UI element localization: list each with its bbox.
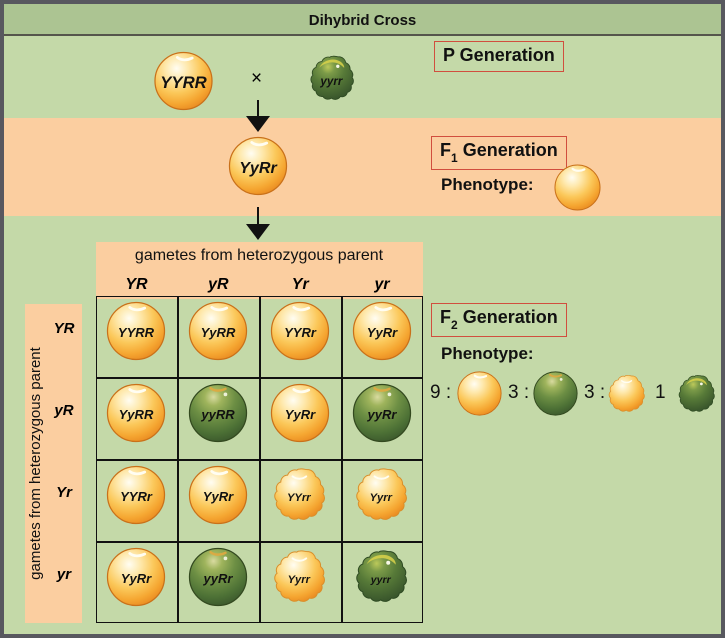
svg-text:YYrr: YYrr (287, 492, 311, 504)
svg-text:YyRR: YyRR (119, 407, 154, 422)
svg-text:YyRr: YyRr (203, 489, 234, 504)
svg-text:yyRr: yyRr (367, 407, 398, 422)
svg-text:yyRr: yyRr (203, 571, 234, 586)
svg-text:yyrr: yyrr (319, 75, 344, 88)
svg-text:YYRR: YYRR (160, 73, 207, 92)
svg-text:Yyrr: Yyrr (370, 492, 393, 504)
svg-text:YyRr: YyRr (285, 407, 316, 422)
svg-text:YyRr: YyRr (239, 159, 277, 177)
svg-text:YYRR: YYRR (118, 325, 155, 340)
svg-text:YYRr: YYRr (284, 325, 317, 340)
svg-text:yyrr: yyrr (370, 574, 392, 586)
svg-text:YyRr: YyRr (121, 571, 152, 586)
svg-text:YyRr: YyRr (367, 325, 398, 340)
svg-text:Yyrr: Yyrr (288, 574, 311, 586)
svg-text:YYRr: YYRr (120, 489, 153, 504)
svg-text:YyRR: YyRR (201, 325, 236, 340)
svg-text:yyRR: yyRR (201, 407, 236, 422)
